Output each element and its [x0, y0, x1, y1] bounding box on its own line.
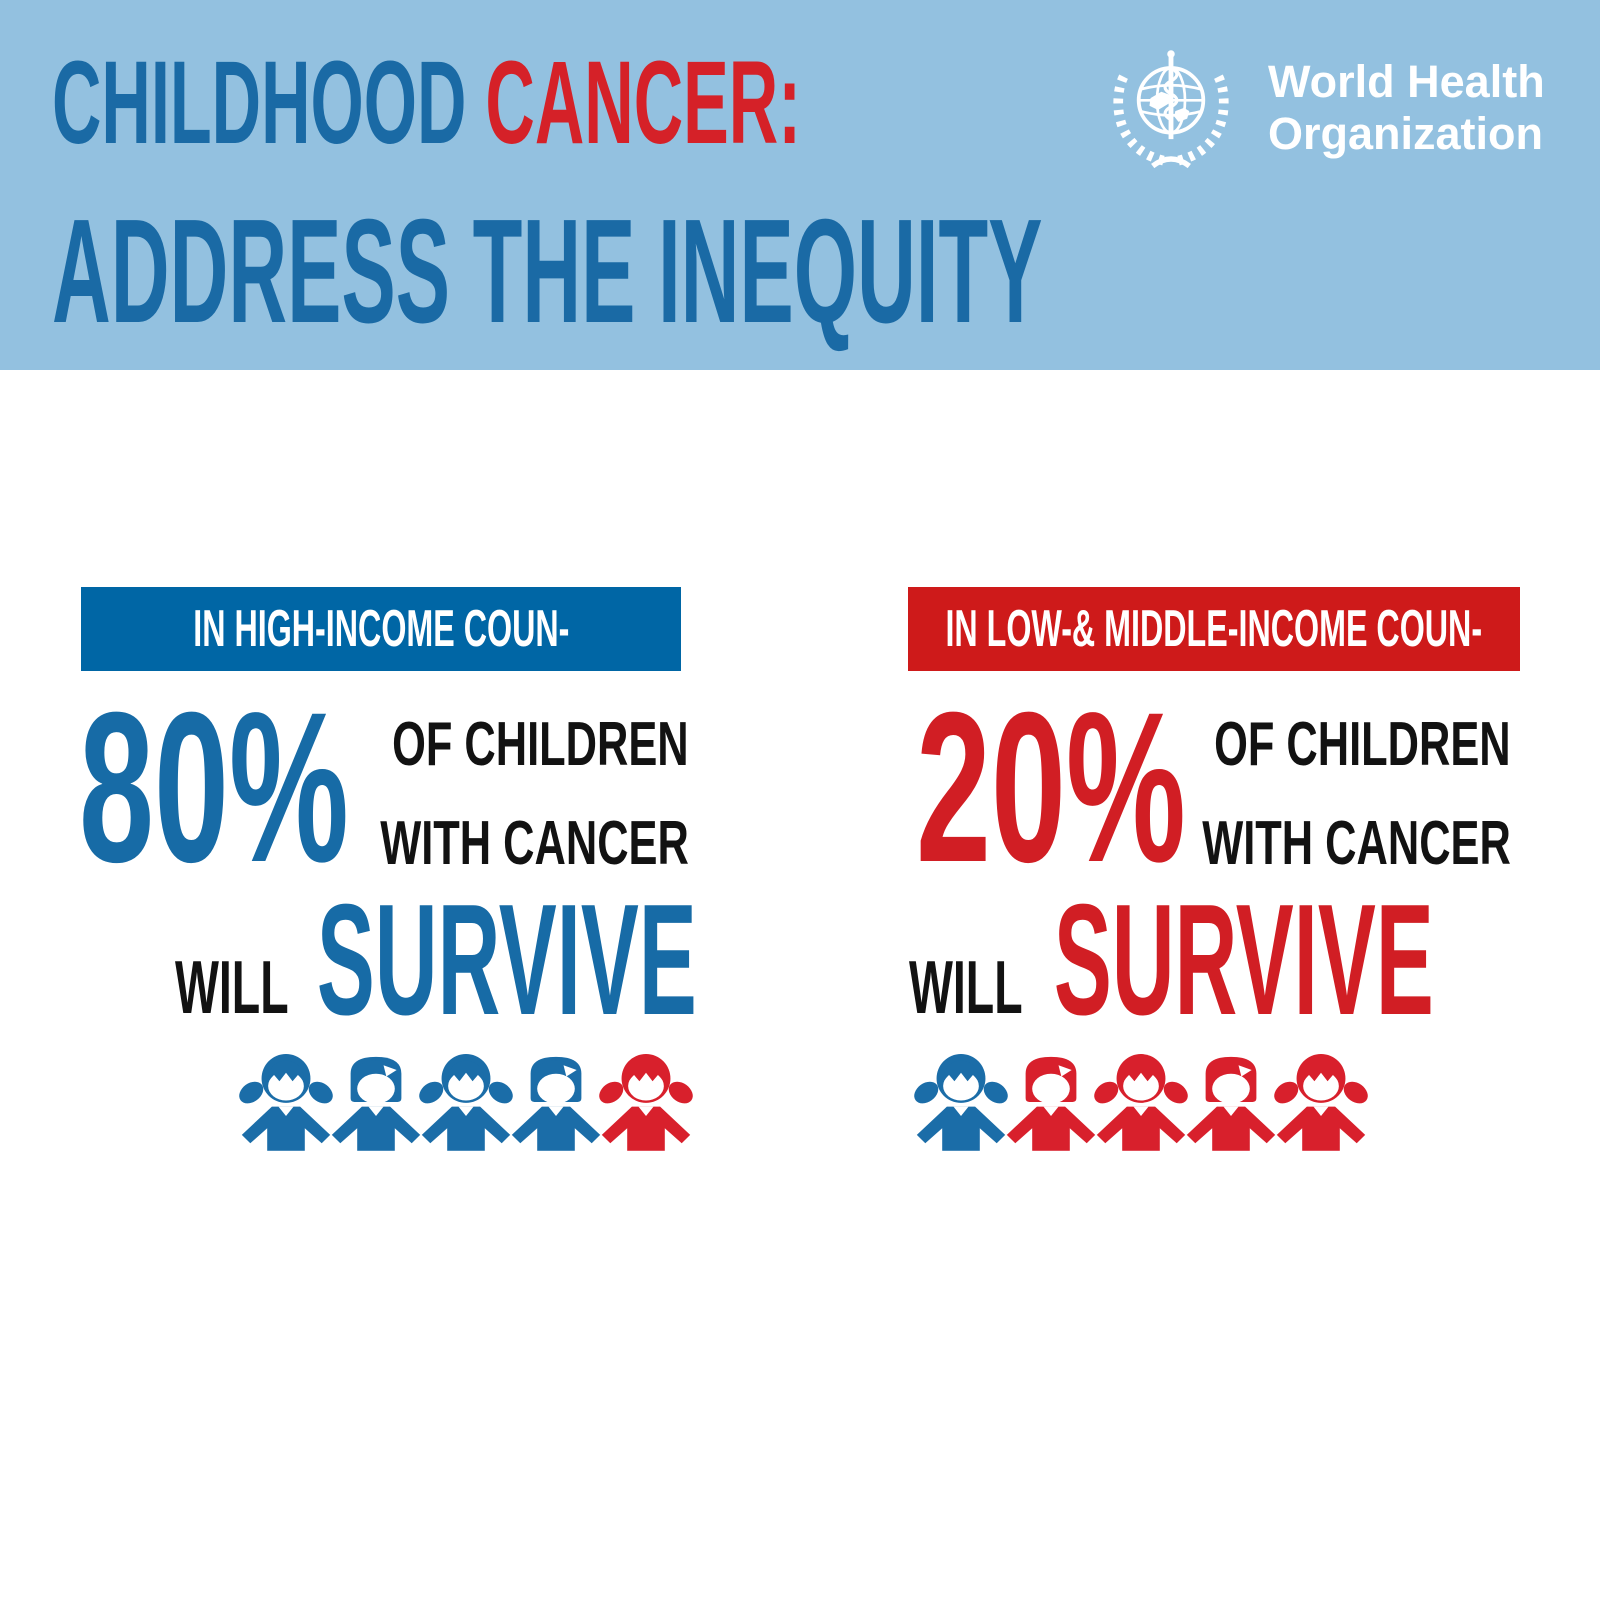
boy-child-icon: [1184, 1050, 1278, 1152]
girl-child-icon: [914, 1050, 1008, 1152]
title-childhood: CHILDHOOD: [52, 37, 486, 169]
survive-label: SURVIVE: [317, 872, 697, 1048]
percent-value-high-income: 80%: [79, 668, 349, 907]
children-pictograph-low-middle-income: [914, 1050, 1368, 1152]
percent-value-low-middle-income: 20%: [916, 668, 1186, 907]
boy-child-icon: [509, 1050, 603, 1152]
will-label: WILL: [909, 945, 1023, 1029]
will-label: WILL: [175, 945, 289, 1029]
poster-title: CHILDHOOD CANCER:: [52, 44, 1343, 162]
survive-label: SURVIVE: [1054, 872, 1434, 1048]
percent-description: OF CHILDREN WITH CANCER: [1202, 710, 1511, 878]
girl-child-icon: [419, 1050, 513, 1152]
boy-child-icon: [1004, 1050, 1098, 1152]
stat-column-low-middle-income: IN LOW-& MIDDLE-INCOME COUN- 20% OF CHIL…: [908, 587, 1520, 1167]
who-logo-line1: World Health: [1268, 56, 1545, 107]
percent-description: OF CHILDREN WITH CANCER: [380, 710, 689, 878]
girl-child-icon: [1094, 1050, 1188, 1152]
boy-child-icon: [329, 1050, 423, 1152]
banner-high-income: IN HIGH-INCOME COUN-: [81, 587, 681, 671]
who-logo-icon: [1113, 50, 1229, 169]
girl-child-icon: [1274, 1050, 1368, 1152]
who-logo-line2: Organization: [1268, 108, 1544, 159]
girl-child-icon: [599, 1050, 693, 1152]
who-logo-wordmark: World Health Organization: [1268, 56, 1545, 160]
stat-column-high-income: IN HIGH-INCOME COUN- 80% OF CHILDREN WIT…: [79, 587, 697, 1167]
girl-child-icon: [239, 1050, 333, 1152]
children-pictograph-high-income: [239, 1050, 693, 1152]
poster-subtitle: ADDRESS THE INEQUITY: [52, 189, 1043, 354]
title-cancer: CANCER:: [485, 37, 802, 169]
header-band: CHILDHOOD CANCER: ADDRESS THE INEQUITY: [0, 0, 1600, 370]
banner-low-middle-income: IN LOW-& MIDDLE-INCOME COUN-: [908, 587, 1520, 671]
